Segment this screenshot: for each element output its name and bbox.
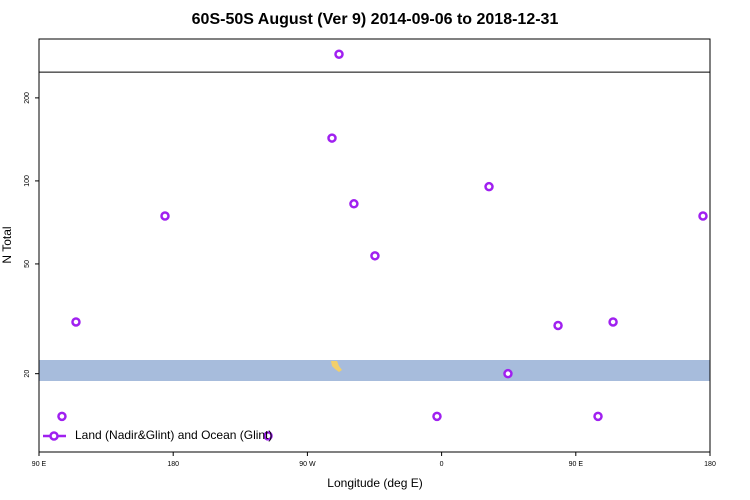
y-axis-label: N Total [0, 226, 14, 263]
x-axis-label: Longitude (deg E) [327, 476, 422, 490]
point [698, 211, 708, 221]
point [432, 411, 442, 422]
x-tick-label: 90 W [299, 461, 316, 468]
chart-title: 60S-50S August (Ver 9) 2014-09-06 to 201… [192, 11, 559, 28]
point [484, 181, 494, 192]
plot-frame [38, 38, 711, 453]
legend-marker [49, 431, 59, 441]
map-strip [39, 360, 710, 381]
x-tick-label: 180 [704, 461, 716, 468]
point [553, 320, 563, 331]
land-patch [331, 361, 342, 372]
y-tick-label: 100 [24, 175, 31, 187]
point [71, 317, 81, 327]
point [608, 317, 618, 327]
point [263, 431, 273, 441]
x-tick-label: 90 E [569, 461, 584, 468]
point [57, 411, 67, 422]
point [160, 211, 170, 221]
point [370, 251, 380, 261]
legend-label: Land (Nadir&Glint) and Ocean (Glint) [75, 428, 272, 442]
point [503, 368, 513, 379]
x-tick-label: 0 [440, 461, 444, 468]
x-tick-label: 90 E [32, 461, 47, 468]
x-tick-label: 180 [167, 461, 179, 468]
point [349, 199, 359, 209]
y-tick-label: 20 [24, 370, 31, 378]
y-tick-label: 200 [24, 92, 31, 104]
y-tick-label: 50 [24, 260, 31, 268]
point [334, 49, 344, 59]
point [327, 133, 337, 143]
point [593, 411, 603, 422]
